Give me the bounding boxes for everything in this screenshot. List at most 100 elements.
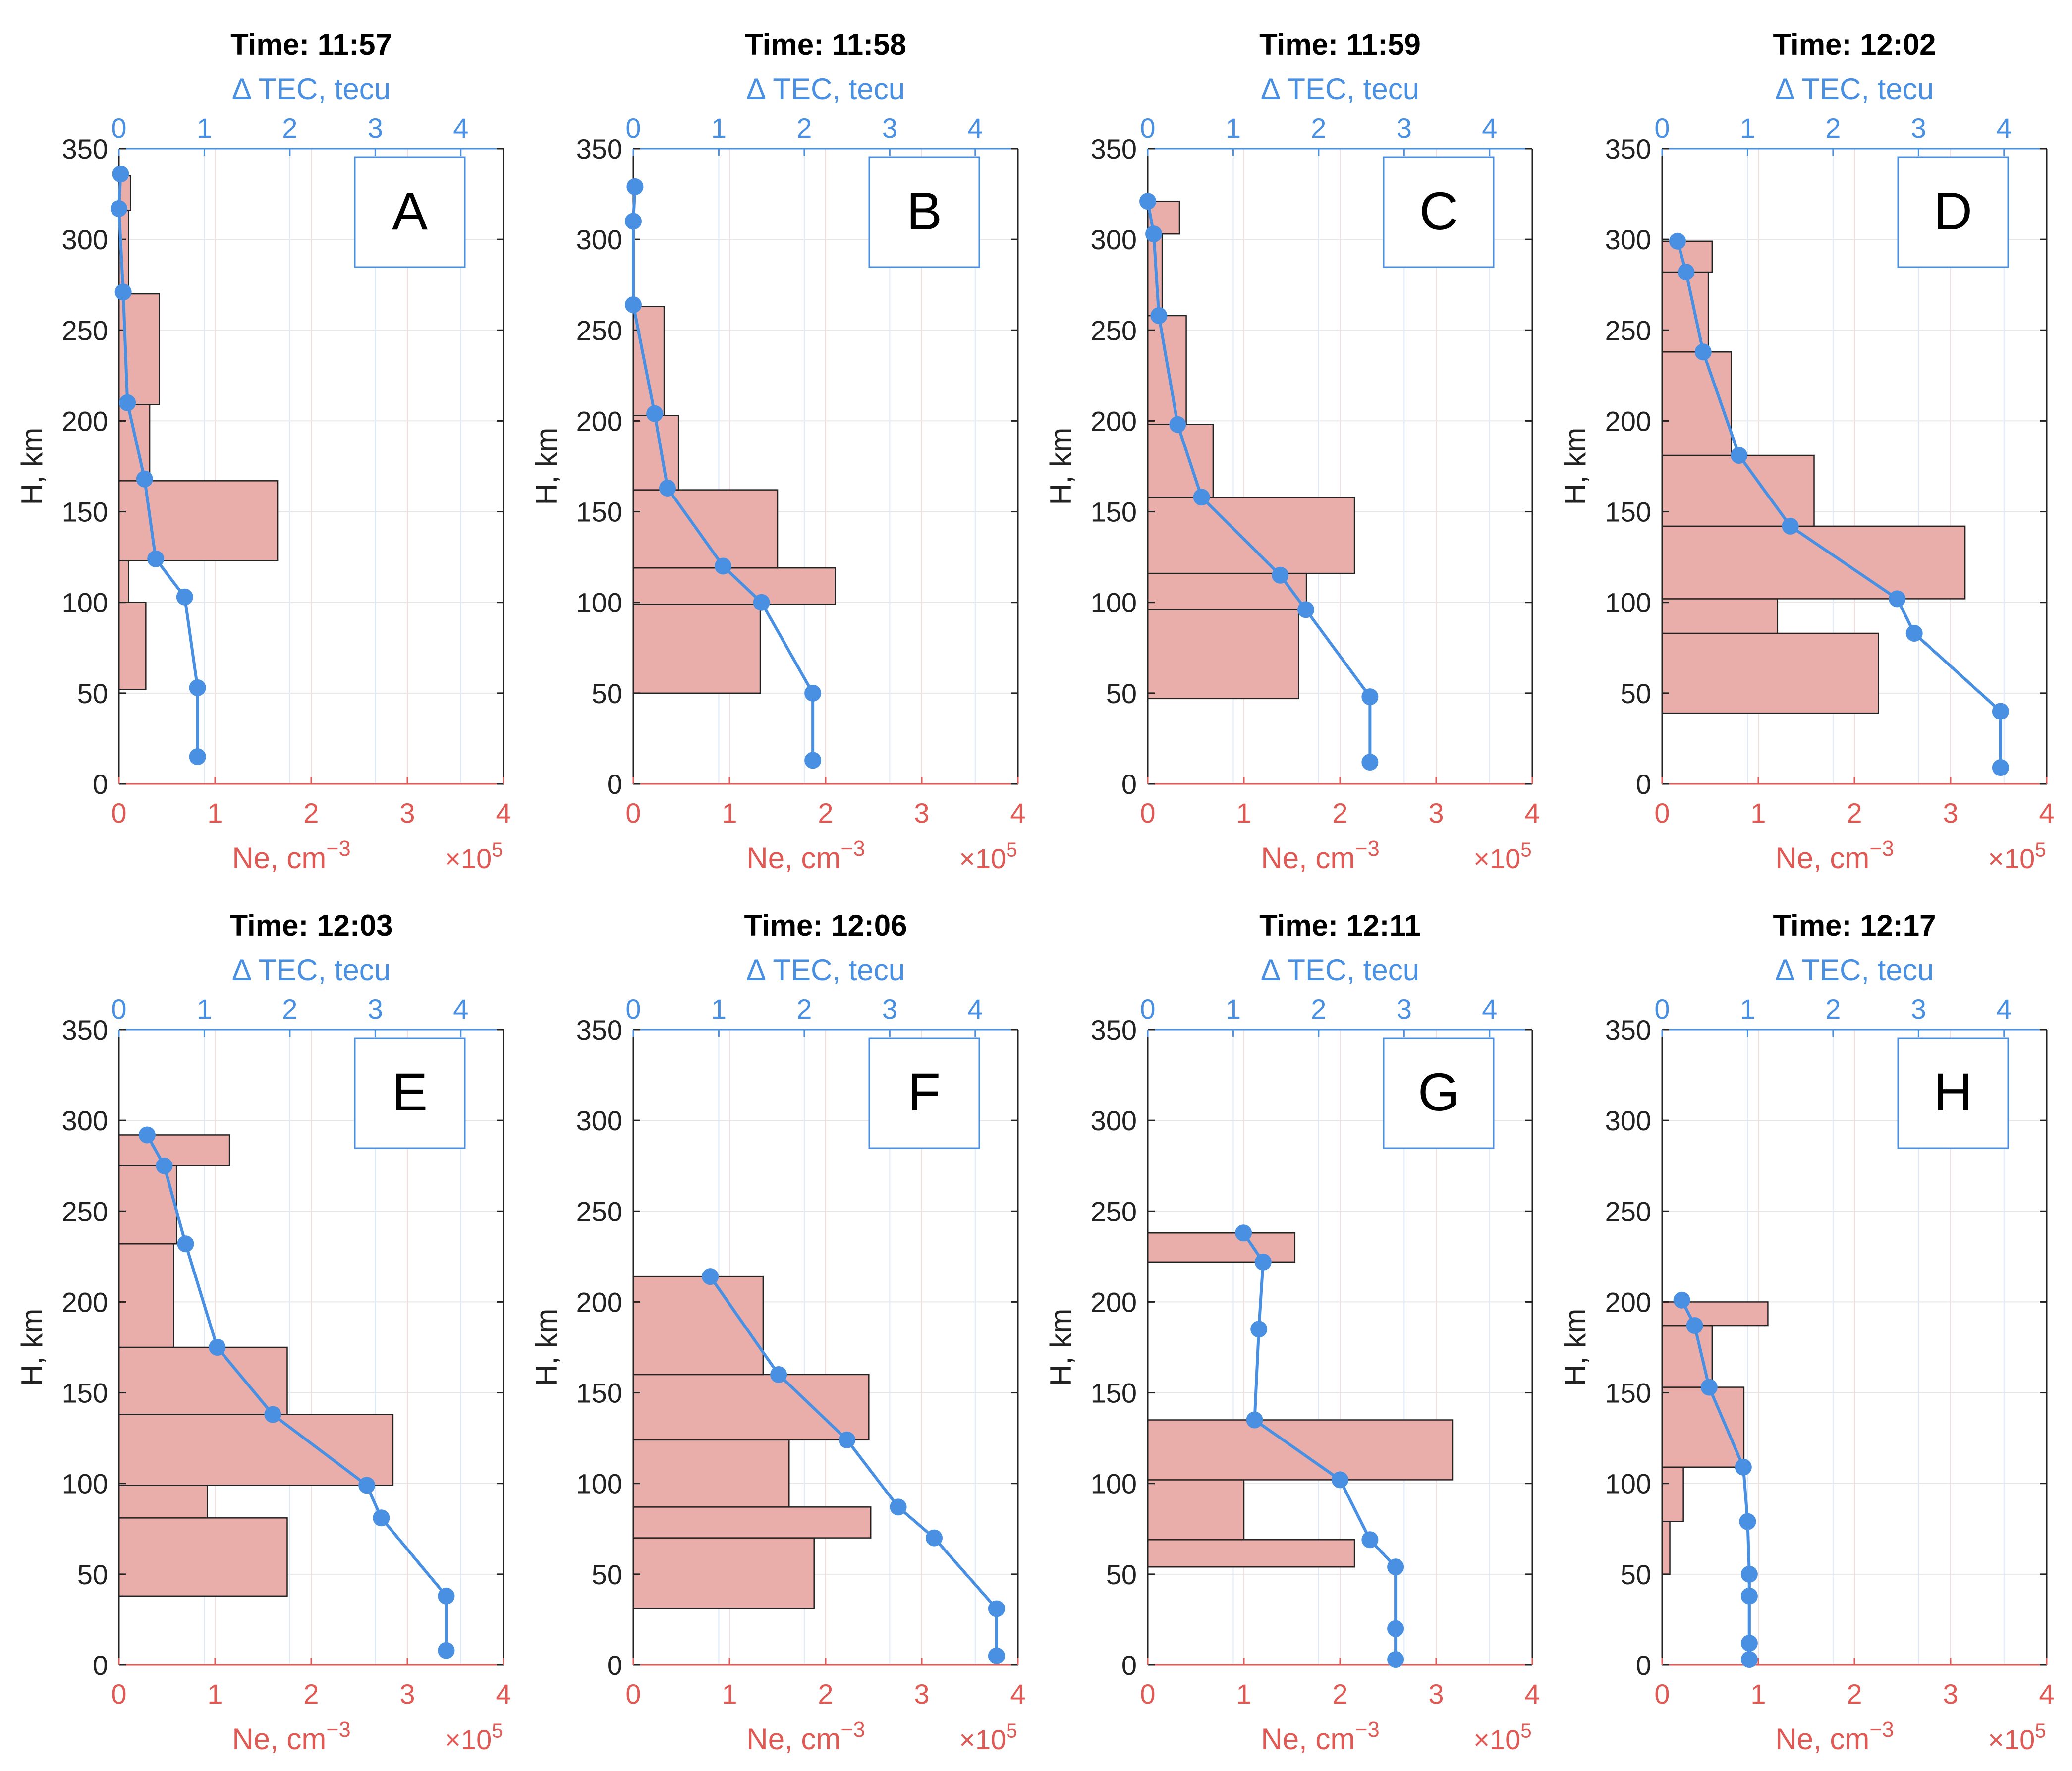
- ne-bar: [1147, 609, 1299, 700]
- ne-bar: [118, 1414, 394, 1486]
- y-tick-label: 150: [1605, 1378, 1651, 1409]
- x-tick-label-tec: 2: [796, 994, 812, 1025]
- panel-letter: H: [1934, 1062, 1972, 1122]
- ne-axis-label: Ne, cm−3: [746, 1718, 865, 1756]
- ne-axis-label-base: Ne, cm: [232, 841, 326, 875]
- x-tick-label-ne: 4: [496, 797, 511, 829]
- y-tick-label: 350: [576, 133, 622, 165]
- ne-multiplier-label-base: ×10: [959, 1724, 1006, 1755]
- tec-point: [1361, 688, 1379, 706]
- y-tick-label: 250: [576, 1196, 622, 1227]
- h-axis-label: H, km: [530, 428, 563, 505]
- y-tick-label: 100: [576, 1468, 622, 1499]
- x-tick-label-ne: 3: [1428, 797, 1444, 829]
- x-tick-label-tec: 0: [625, 112, 641, 144]
- tec-point: [1150, 307, 1168, 324]
- panel-letter-box: [354, 156, 466, 268]
- ne-multiplier-label-base: ×10: [1473, 1724, 1520, 1755]
- tec-point: [804, 752, 822, 769]
- ne-bars: [632, 1275, 872, 1609]
- tec-markers: [1669, 232, 2009, 776]
- ne-bar: [118, 1346, 288, 1415]
- ne-axis-label: Ne, cm−3: [232, 1718, 350, 1756]
- x-tick-label-ne: 4: [2039, 1678, 2054, 1710]
- x-tick-label-tec: 0: [1140, 994, 1155, 1025]
- ne-multiplier-label-exponent: 5: [2035, 1719, 2046, 1742]
- y-tick-label: 350: [1605, 1014, 1651, 1046]
- y-tick-label: 0: [1121, 1650, 1137, 1681]
- x-tick-label-ne: 4: [1524, 797, 1540, 829]
- x-tick-label-ne: 3: [914, 1678, 929, 1710]
- x-tick-label-ne: 4: [1010, 1678, 1025, 1710]
- tec-point: [702, 1268, 719, 1285]
- x-tick-label-tec: 1: [711, 112, 727, 144]
- ne-axis-label-exponent: −3: [326, 837, 350, 861]
- ne-multiplier-label: ×105: [1473, 838, 1531, 874]
- y-tick-label: 0: [607, 769, 622, 800]
- ne-multiplier-label-base: ×10: [1473, 843, 1520, 874]
- y-tick-label: 150: [62, 497, 108, 528]
- y-tick-label: 350: [1091, 133, 1137, 165]
- ne-axis-label-base: Ne, cm: [1775, 841, 1869, 875]
- tec-point: [1740, 1651, 1758, 1668]
- x-tick-label-tec: 3: [882, 112, 897, 144]
- y-tick-label: 250: [62, 315, 108, 346]
- h-axis-label: H, km: [1559, 428, 1592, 505]
- x-tick-label-tec: 0: [1654, 994, 1670, 1025]
- y-tick-label: 350: [1091, 1014, 1137, 1046]
- ne-bar: [632, 567, 836, 605]
- ne-bars: [1147, 200, 1355, 700]
- ne-bar: [118, 404, 151, 482]
- ne-bar: [1147, 1479, 1245, 1541]
- ne-multiplier-label-exponent: 5: [1006, 1719, 1017, 1742]
- y-tick-label: 350: [1605, 133, 1651, 165]
- ne-multiplier-label-base: ×10: [1988, 1724, 2035, 1755]
- tec-markers: [1235, 1224, 1404, 1668]
- ne-bar: [1661, 454, 1815, 527]
- ne-bar: [1147, 497, 1355, 574]
- tec-point: [1387, 1620, 1404, 1637]
- y-tick-label: 50: [1106, 678, 1137, 709]
- tec-point: [1694, 343, 1712, 361]
- tec-point: [1735, 1458, 1752, 1476]
- ne-axis-label: Ne, cm−3: [1261, 1718, 1379, 1756]
- x-tick-label-ne: 2: [1847, 797, 1862, 829]
- ne-bars: [118, 175, 279, 690]
- ne-bar: [632, 604, 761, 694]
- ne-axis-label-exponent: −3: [1869, 1718, 1894, 1742]
- y-tick-label: 300: [1091, 224, 1137, 255]
- tec-point: [156, 1157, 173, 1174]
- panel-letter-box: [1897, 1037, 2009, 1149]
- x-tick-label-ne: 0: [1140, 797, 1155, 829]
- x-tick-label-tec: 0: [1654, 112, 1670, 144]
- x-tick-label-tec: 2: [1825, 994, 1841, 1025]
- tec-point: [138, 1126, 156, 1144]
- tec-point: [1782, 517, 1799, 535]
- y-tick-label: 150: [576, 497, 622, 528]
- x-tick-label-ne: 3: [399, 1678, 415, 1710]
- y-tick-label: 0: [93, 769, 108, 800]
- x-tick-label-tec: 4: [453, 994, 468, 1025]
- x-tick-label-tec: 1: [711, 994, 727, 1025]
- ne-multiplier-label: ×105: [959, 1719, 1017, 1755]
- tec-point: [770, 1366, 787, 1383]
- h-axis-label: H, km: [15, 1309, 49, 1386]
- y-tick-label: 200: [576, 1286, 622, 1318]
- tec-point: [1669, 232, 1686, 250]
- x-tick-label-ne: 0: [1140, 1678, 1155, 1710]
- x-tick-label-tec: 1: [1226, 994, 1241, 1025]
- x-tick-label-tec: 2: [1825, 112, 1841, 144]
- x-tick-label-ne: 0: [1654, 1678, 1670, 1710]
- ne-axis-label-base: Ne, cm: [1775, 1722, 1869, 1756]
- x-tick-label-tec: 4: [1996, 112, 2012, 144]
- h-axis-label: H, km: [1559, 1309, 1592, 1386]
- x-tick-label-ne: 3: [1428, 1678, 1444, 1710]
- tec-point: [373, 1509, 390, 1527]
- tec-point: [1246, 1411, 1263, 1429]
- tec-markers: [111, 166, 206, 766]
- panel-letter-box: [868, 1037, 980, 1149]
- tec-point: [147, 550, 165, 567]
- y-tick-label: 150: [1091, 497, 1137, 528]
